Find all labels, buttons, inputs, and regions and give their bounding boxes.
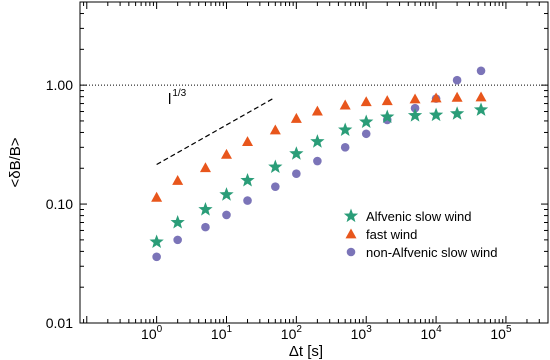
data-point-circle bbox=[152, 252, 161, 262]
data-point-star bbox=[359, 114, 374, 129]
data-point-triangle bbox=[339, 99, 351, 110]
data-point-triangle bbox=[151, 191, 163, 202]
data-point-triangle bbox=[409, 93, 421, 104]
data-point-star bbox=[428, 107, 444, 122]
x-tick-label: 105 bbox=[490, 324, 512, 342]
x-axis-label: Δt [s] bbox=[289, 343, 323, 360]
data-points bbox=[149, 66, 489, 262]
series-star bbox=[149, 102, 489, 249]
data-point-star bbox=[310, 134, 325, 148]
data-point-triangle bbox=[269, 124, 281, 135]
data-point-circle bbox=[201, 222, 210, 232]
data-point-star bbox=[198, 202, 213, 216]
plot-frame bbox=[79, 1, 549, 324]
y-tick-label: 0.10 bbox=[46, 196, 73, 212]
x-tick-label: 102 bbox=[281, 324, 303, 342]
data-point-triangle bbox=[360, 96, 372, 107]
legend: Alfvenic slow wind fast wind non-Alfvenic … bbox=[343, 208, 498, 260]
x-tick-label-exponent: 2 bbox=[296, 324, 302, 335]
series-triangle bbox=[151, 91, 487, 202]
data-point-circle bbox=[173, 235, 182, 245]
data-point-triangle bbox=[475, 91, 487, 102]
data-point-circle bbox=[222, 210, 231, 220]
x-tick-label: 103 bbox=[351, 324, 373, 342]
data-point-star bbox=[289, 146, 304, 160]
data-point-star bbox=[240, 172, 255, 187]
data-point-star bbox=[268, 159, 283, 174]
legend-label: Alfvenic slow wind bbox=[366, 209, 472, 224]
x-tick-label-base: 10 bbox=[351, 326, 367, 342]
x-tick-label-base: 10 bbox=[490, 326, 506, 342]
data-point-triangle bbox=[311, 105, 323, 116]
x-tick-label-base: 10 bbox=[421, 326, 437, 342]
data-point-star bbox=[473, 102, 489, 116]
data-point-triangle bbox=[199, 162, 211, 173]
slope-annotation: l1/3 bbox=[156, 88, 275, 166]
data-point-star bbox=[170, 214, 185, 229]
data-point-triangle bbox=[451, 91, 463, 102]
legend-marker-triangle bbox=[345, 228, 357, 239]
x-tick-label-base: 10 bbox=[141, 326, 157, 342]
x-tick-label-exponent: 5 bbox=[506, 324, 512, 335]
data-point-triangle bbox=[242, 136, 254, 147]
y-tick-label: 0.01 bbox=[46, 315, 73, 331]
data-point-triangle bbox=[290, 112, 302, 123]
data-point-triangle bbox=[172, 174, 184, 185]
legend-marker-star bbox=[343, 208, 359, 223]
data-point-circle bbox=[243, 196, 252, 205]
x-tick-label-exponent: 4 bbox=[436, 324, 442, 335]
data-point-star bbox=[449, 106, 465, 120]
data-point-star bbox=[149, 234, 164, 249]
slope-reference-line bbox=[156, 97, 275, 166]
data-point-circle bbox=[313, 156, 322, 166]
data-point-star bbox=[407, 108, 423, 122]
series-circle bbox=[152, 66, 486, 262]
data-point-circle bbox=[452, 75, 462, 85]
data-point-triangle bbox=[381, 95, 393, 106]
x-tick-label: 101 bbox=[211, 324, 233, 342]
legend-label: fast wind bbox=[366, 227, 417, 242]
y-tick-label: 1.00 bbox=[46, 77, 73, 93]
y-axis-label: <δB/B> bbox=[7, 137, 24, 187]
data-point-star bbox=[380, 109, 395, 124]
x-tick-label: 100 bbox=[141, 324, 163, 342]
x-tick-label-exponent: 3 bbox=[366, 324, 372, 335]
data-point-triangle bbox=[430, 92, 442, 103]
data-point-star bbox=[219, 187, 234, 201]
x-tick-label-base: 10 bbox=[211, 326, 227, 342]
x-tick-label: 104 bbox=[421, 324, 443, 342]
data-point-circle bbox=[292, 169, 301, 179]
x-tick-label-exponent: 0 bbox=[157, 324, 163, 335]
x-tick-label-exponent: 1 bbox=[227, 324, 233, 335]
data-point-circle bbox=[361, 129, 371, 139]
legend-marker-circle bbox=[346, 247, 356, 257]
slope-label: l1/3 bbox=[168, 88, 187, 108]
slope-label-base: l bbox=[168, 91, 171, 108]
x-tick-label-base: 10 bbox=[281, 326, 297, 342]
legend-label: non-Alfvenic slow wind bbox=[366, 245, 498, 260]
data-point-circle bbox=[271, 182, 280, 191]
data-point-star bbox=[338, 122, 353, 137]
axis-ticks bbox=[79, 1, 549, 324]
data-point-circle bbox=[476, 66, 486, 76]
slope-label-exponent: 1/3 bbox=[172, 88, 186, 99]
data-point-circle bbox=[340, 143, 350, 152]
data-point-triangle bbox=[220, 148, 232, 159]
